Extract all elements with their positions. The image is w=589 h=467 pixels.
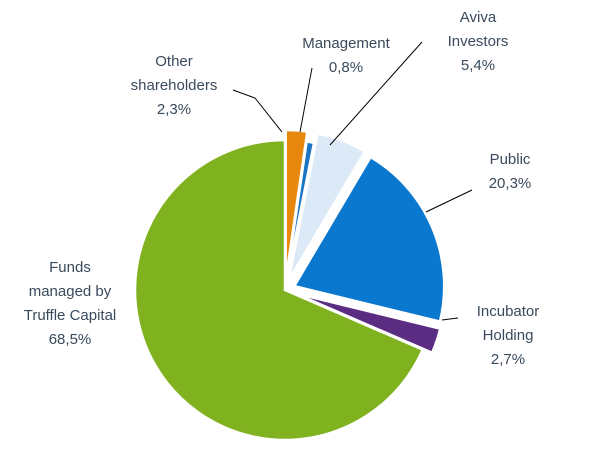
pie-slice — [287, 132, 367, 282]
pie-slice — [292, 155, 446, 324]
leader-line — [329, 41, 423, 146]
leader-line — [299, 67, 313, 133]
leader-line — [425, 189, 473, 213]
pie-slice — [283, 140, 316, 291]
pie-slice — [293, 291, 442, 355]
slice-label: Funds managed by Truffle Capital 68,5% — [24, 259, 117, 348]
slice-label: Other shareholders 2,3% — [131, 53, 218, 118]
pie-slice — [133, 138, 425, 442]
leader-line — [232, 89, 283, 133]
leader-line — [441, 317, 459, 321]
slice-label: Aviva Investors 5,4% — [448, 9, 509, 74]
slice-label: Incubator Holding 2,7% — [477, 303, 540, 368]
slice-label: Public 20,3% — [489, 151, 532, 192]
slice-label: Management 0,8% — [302, 35, 390, 76]
